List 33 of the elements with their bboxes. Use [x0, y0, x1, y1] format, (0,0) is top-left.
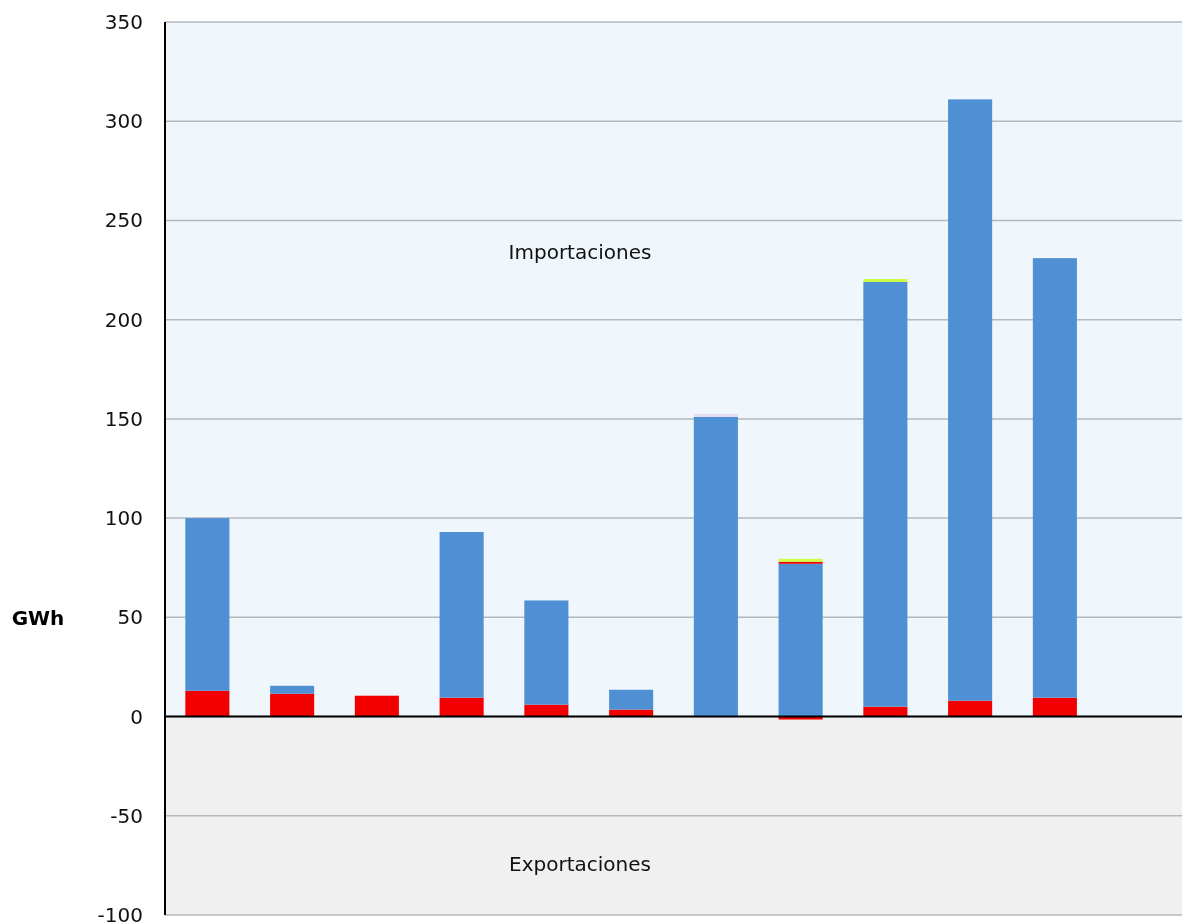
y-tick-label: -50	[110, 803, 143, 828]
y-tick-label: 100	[104, 506, 143, 531]
bar	[609, 689, 654, 710]
bar	[524, 600, 569, 705]
bar	[270, 685, 315, 694]
y-tick-label: 50	[117, 605, 143, 630]
bar	[1032, 697, 1077, 717]
band-label: Exportaciones	[509, 851, 651, 876]
bar	[863, 706, 908, 717]
bar	[863, 281, 908, 707]
y-tick-label: 150	[104, 406, 143, 431]
bar	[185, 690, 230, 717]
bar	[778, 563, 823, 717]
bar	[948, 700, 993, 717]
bar	[1032, 258, 1077, 698]
y-tick-label: 0	[130, 704, 143, 729]
bar	[270, 693, 315, 717]
bar	[439, 532, 484, 698]
y-tick-label: 300	[104, 109, 143, 134]
bar	[693, 416, 738, 717]
bar	[354, 695, 399, 717]
y-tick-label: 200	[104, 307, 143, 332]
band-label: Importaciones	[508, 240, 652, 265]
bar	[863, 278, 908, 282]
bar	[524, 704, 569, 717]
y-tick-label: 250	[104, 208, 143, 233]
y-tick-label: -100	[97, 903, 143, 922]
y-tick-label: 350	[104, 10, 143, 34]
bar	[948, 99, 993, 701]
bar	[439, 697, 484, 717]
y-axis-title: GWh	[11, 606, 65, 631]
bar	[693, 413, 738, 417]
bar	[185, 518, 230, 691]
